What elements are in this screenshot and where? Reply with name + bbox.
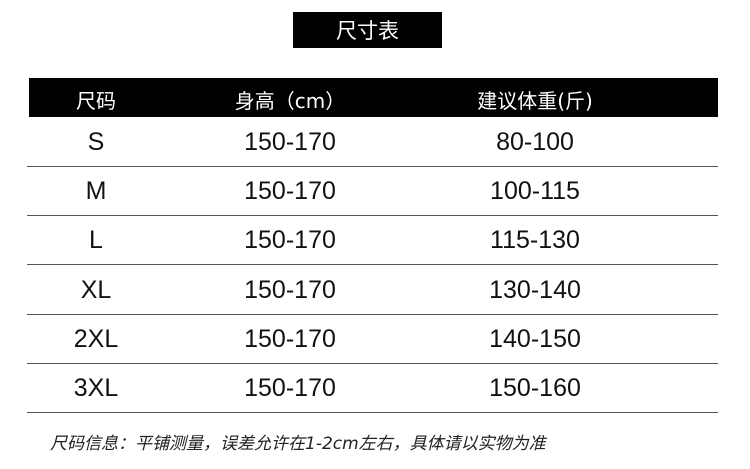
cell-weight: 140-150 (489, 324, 581, 353)
row-divider (27, 313, 718, 315)
cell-weight: 130-140 (489, 275, 581, 304)
chart-title: 尺寸表 (293, 12, 442, 48)
header-height: 身高（cm） (234, 89, 346, 113)
cell-size: S (87, 128, 105, 156)
cell-size: 3XL (73, 374, 119, 402)
table-row: M 150-170 100-115 (29, 167, 718, 216)
cell-size: 2XL (73, 324, 119, 353)
table-row: L 150-170 115-130 (29, 216, 718, 265)
size-note: 尺码信息：平铺测量，误差允许在1-2cm左右，具体请以实物为准 (50, 434, 546, 454)
cell-weight: 150-160 (489, 374, 581, 402)
header-weight: 建议体重(斤) (477, 89, 593, 113)
cell-height: 150-170 (244, 374, 336, 402)
row-divider (27, 215, 718, 217)
cell-size: M (85, 177, 107, 206)
row-divider (27, 412, 718, 413)
row-divider (27, 166, 718, 167)
cell-height: 150-170 (244, 226, 336, 255)
cell-height: 150-170 (244, 275, 336, 304)
cell-weight: 115-130 (490, 226, 580, 255)
cell-height: 150-170 (244, 177, 336, 206)
table-row: S 150-170 80-100 (29, 118, 718, 167)
header-size: 尺码 (76, 89, 116, 113)
cell-weight: 100-115 (490, 177, 580, 206)
cell-size: L (89, 226, 103, 255)
cell-height: 150-170 (244, 324, 336, 353)
row-divider (27, 362, 718, 364)
cell-size: XL (80, 275, 112, 304)
table-row: 2XL 150-170 140-150 (29, 315, 718, 364)
row-divider (27, 264, 718, 266)
cell-height: 150-170 (244, 128, 336, 156)
cell-weight: 80-100 (496, 128, 574, 156)
table-row: XL 150-170 130-140 (29, 266, 718, 315)
table-row: 3XL 150-170 150-160 (29, 364, 718, 413)
table-header: 尺码 身高（cm） 建议体重(斤) (29, 78, 718, 117)
